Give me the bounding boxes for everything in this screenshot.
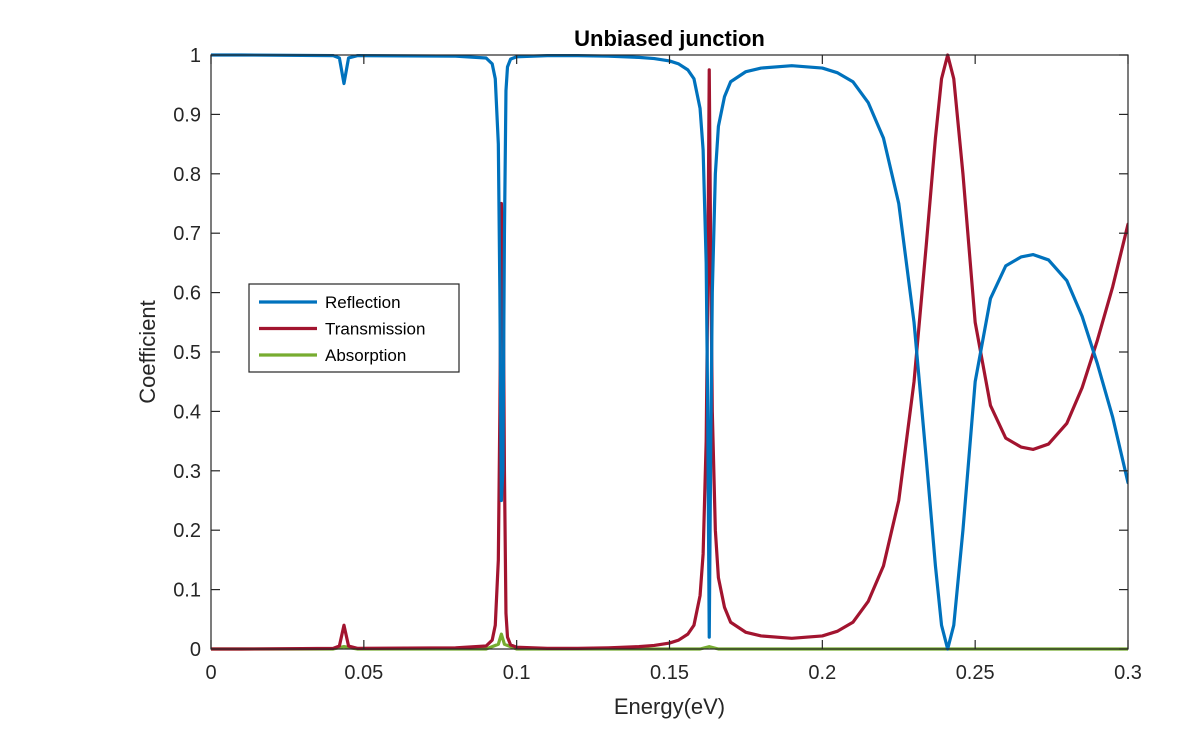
x-tick-label: 0.15	[650, 662, 689, 684]
legend-label-absorption: Absorption	[325, 346, 406, 365]
chart-title: Unbiased junction	[574, 26, 765, 51]
ticks-layer: 0 0.05 0.1 0.15 0.2 0.25 0.3 0 0.1 0.2 0.3 0.4 0.5 0.…	[173, 45, 1142, 684]
y-tick-label: 1	[190, 45, 201, 67]
y-tick-label: 0.5	[173, 342, 201, 364]
y-tick-label: 0.3	[173, 461, 201, 483]
legend-label-reflection: Reflection	[325, 293, 401, 312]
series-line-reflection	[211, 53, 1128, 651]
y-tick-label: 0	[190, 639, 201, 661]
series-layer	[211, 53, 1128, 651]
legend: Reflection Transmission Absorption	[248, 283, 460, 373]
x-axis-label: Energy(eV)	[614, 694, 725, 719]
y-tick-label: 0.4	[173, 401, 201, 423]
x-tick-label: 0.1	[503, 662, 531, 684]
y-tick-label: 0.8	[173, 164, 201, 186]
x-tick-label: 0	[205, 662, 216, 684]
y-tick-label: 0.7	[173, 223, 201, 245]
y-axis-label: Coefficient	[135, 300, 160, 404]
y-tick-label: 0.6	[173, 283, 201, 305]
y-tick-label: 0.1	[173, 580, 201, 602]
y-tick-label: 0.2	[173, 520, 201, 542]
x-tick-label: 0.05	[344, 662, 383, 684]
legend-label-transmission: Transmission	[325, 320, 425, 339]
y-tick-label: 0.9	[173, 104, 201, 126]
series-line-absorption	[211, 632, 1128, 651]
x-tick-label: 0.3	[1114, 662, 1142, 684]
series-line-transmission	[211, 53, 1128, 651]
x-tick-label: 0.25	[956, 662, 995, 684]
x-tick-label: 0.2	[808, 662, 836, 684]
